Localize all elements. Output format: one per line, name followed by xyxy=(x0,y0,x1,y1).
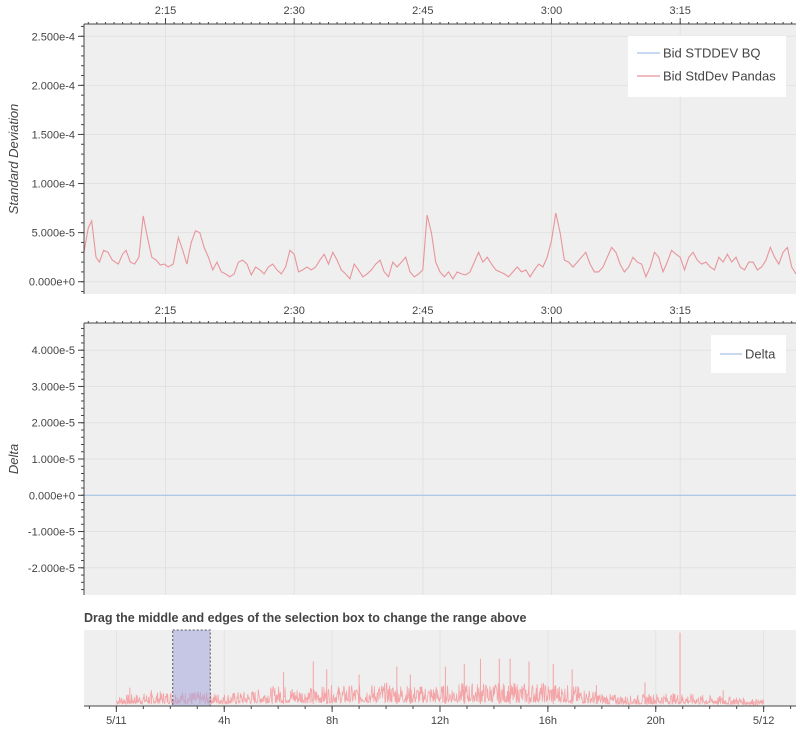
p3-xtick-label: 16h xyxy=(539,715,557,727)
p1-ytick-label: 2.000e-4 xyxy=(32,80,75,92)
p2-xtick-label: 3:00 xyxy=(541,305,562,317)
legend-label-bq: Bid STDDEV BQ xyxy=(663,46,761,61)
range-overview-line xyxy=(116,682,764,706)
p1-xtick-label: 2:15 xyxy=(155,5,176,17)
delta-plot-ylabel: Delta xyxy=(6,444,21,474)
std-plot-legend-box xyxy=(628,36,786,97)
range-plot-title: Drag the middle and edges of the selecti… xyxy=(84,611,526,625)
p3-xtick-label: 4h xyxy=(218,715,230,727)
range-plot-x-ticks: 5/11 4h 8h 12h 16h 20h 5/12 xyxy=(88,706,792,727)
range-plot-series xyxy=(116,632,764,706)
range-plot-grid xyxy=(115,630,765,706)
p2-ytick-label: 3.000e-5 xyxy=(32,381,75,393)
p1-ytick-label: 5.000e-5 xyxy=(32,228,75,240)
delta-plot[interactable]: 2:15 2:30 2:45 3:00 3:15 -2.000e-5 -1.000e-5 0… xyxy=(6,305,796,595)
p1-series-line-1 xyxy=(83,212,797,280)
std-plot-ylabel: Standard Deviation xyxy=(6,104,21,215)
p3-xtick-label: 12h xyxy=(431,715,449,727)
std-plot[interactable]: 2:15 2:30 2:45 3:00 3:15 0.000e+0 5.000e-5 1.0… xyxy=(6,5,797,294)
std-plot-y-ticks: 0.000e+0 5.000e-5 1.000e-4 1.500e-4 2.000e-4… xyxy=(29,25,84,293)
p1-xtick-label: 2:45 xyxy=(412,5,433,17)
p2-ytick-label: 0.000e+0 xyxy=(29,490,75,502)
range-plot[interactable]: Drag the middle and edges of the selecti… xyxy=(84,611,796,727)
p2-ytick-label: 1.000e-5 xyxy=(32,454,75,466)
p1-ytick-label: 0.000e+0 xyxy=(29,277,75,289)
range-selection-box[interactable] xyxy=(172,629,211,707)
p1-xtick-label: 3:15 xyxy=(669,5,690,17)
delta-plot-legend: Delta xyxy=(711,335,786,373)
p3-xtick-label: 8h xyxy=(326,715,338,727)
p3-xtick-label: 20h xyxy=(647,715,665,727)
p3-xtick-label: 5/12 xyxy=(753,715,774,727)
p2-xtick-label: 2:30 xyxy=(283,305,304,317)
p2-xtick-label: 2:45 xyxy=(412,305,433,317)
p3-xtick-label: 5/11 xyxy=(106,715,127,727)
p1-xtick-label: 3:00 xyxy=(541,5,562,17)
p2-xtick-label: 2:15 xyxy=(155,305,176,317)
delta-plot-x-ticks: 2:15 2:30 2:45 3:00 3:15 xyxy=(87,305,793,323)
p2-ytick-label: -2.000e-5 xyxy=(28,563,75,575)
delta-plot-y-ticks: -2.000e-5 -1.000e-5 0.000e+0 1.000e-5 2.000e… xyxy=(28,327,84,591)
legend-label-pandas: Bid StdDev Pandas xyxy=(663,69,776,84)
p2-ytick-label: 2.000e-5 xyxy=(32,418,75,430)
std-plot-x-ticks: 2:15 2:30 2:45 3:00 3:15 xyxy=(87,5,793,24)
p1-xtick-label: 2:30 xyxy=(283,5,304,17)
p2-ytick-label: -1.000e-5 xyxy=(28,527,75,539)
p1-ytick-label: 1.000e-4 xyxy=(32,179,75,191)
p2-xtick-label: 3:15 xyxy=(669,305,690,317)
p2-ytick-label: 4.000e-5 xyxy=(32,345,75,357)
p1-ytick-label: 1.500e-4 xyxy=(32,129,75,141)
legend-label-delta: Delta xyxy=(745,347,776,362)
p1-ytick-label: 2.500e-4 xyxy=(32,31,75,43)
std-plot-series xyxy=(83,212,797,280)
std-plot-legend: Bid STDDEV BQ Bid StdDev Pandas xyxy=(628,36,786,97)
